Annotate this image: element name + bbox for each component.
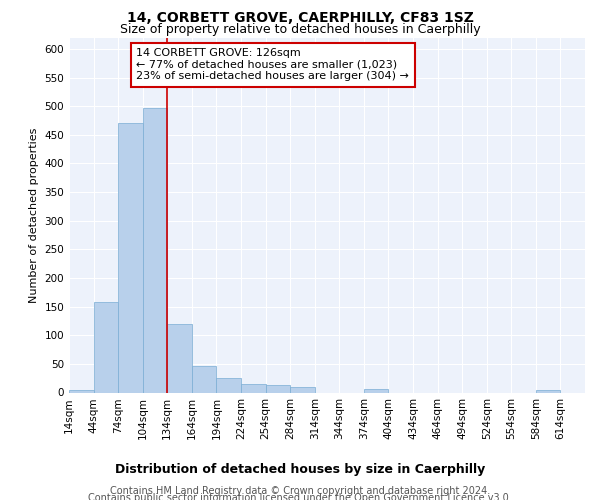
Bar [364,389,388,392]
Bar [217,378,241,392]
Bar [192,366,217,392]
Text: Distribution of detached houses by size in Caerphilly: Distribution of detached houses by size … [115,462,485,475]
Text: Contains public sector information licensed under the Open Government Licence v3: Contains public sector information licen… [88,493,512,500]
Y-axis label: Number of detached properties: Number of detached properties [29,128,39,302]
Bar [266,385,290,392]
Text: 14 CORBETT GROVE: 126sqm
← 77% of detached houses are smaller (1,023)
23% of sem: 14 CORBETT GROVE: 126sqm ← 77% of detach… [136,48,409,82]
Bar [241,384,266,392]
Bar [69,390,94,392]
Bar [143,108,167,393]
Bar [290,388,315,392]
Bar [167,324,192,392]
Bar [536,390,560,392]
Text: 14, CORBETT GROVE, CAERPHILLY, CF83 1SZ: 14, CORBETT GROVE, CAERPHILLY, CF83 1SZ [127,11,473,25]
Text: Size of property relative to detached houses in Caerphilly: Size of property relative to detached ho… [119,22,481,36]
Bar [94,302,118,392]
Bar [118,124,143,392]
Text: Contains HM Land Registry data © Crown copyright and database right 2024.: Contains HM Land Registry data © Crown c… [110,486,490,496]
